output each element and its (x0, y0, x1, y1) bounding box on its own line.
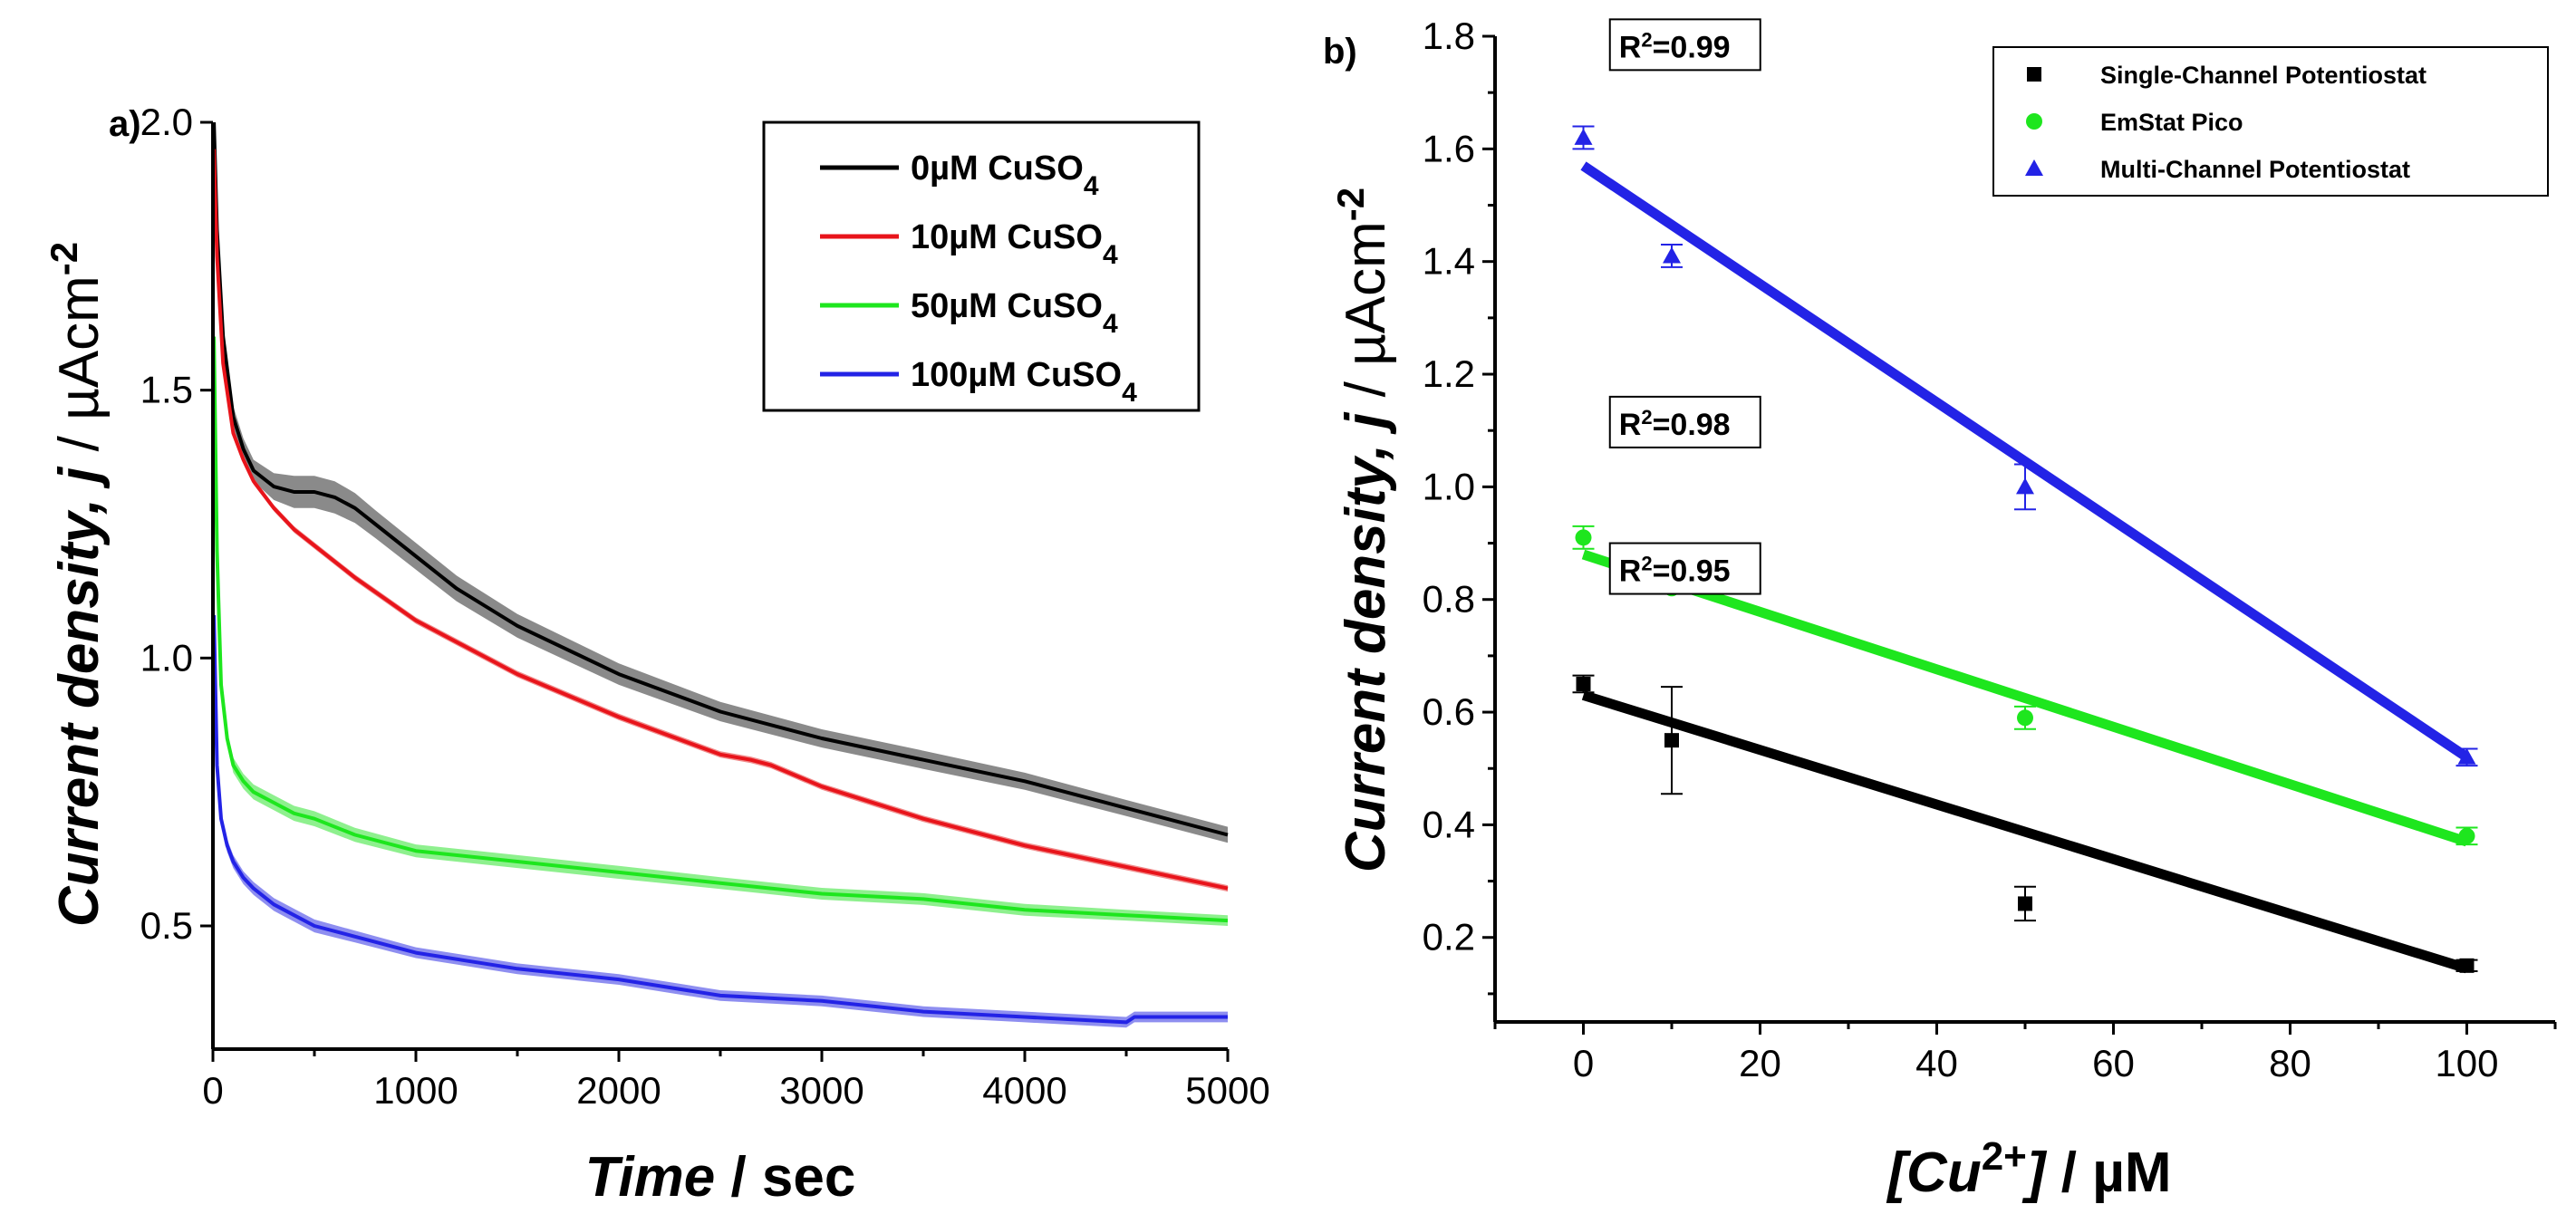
a-xtick-label: 2000 (576, 1069, 661, 1112)
a-xtick-label: 5000 (1185, 1069, 1269, 1112)
a-line-2 (212, 336, 1229, 923)
panel-b-label: b) (1323, 32, 1357, 72)
b-ylabel-exp: -2 (1329, 188, 1372, 221)
a-ylabel-exp: -2 (43, 242, 85, 275)
b-r2-label-1: R2=0.98 (1619, 405, 1731, 442)
a-series-lines (212, 121, 1229, 1025)
b-ylabel-unit: / µAcm (1335, 221, 1397, 412)
b-point-1 (2458, 827, 2475, 844)
a-ytick-label: 1.0 (140, 636, 193, 679)
a-xlabel-main: Time (585, 1146, 716, 1209)
a-xtick-label: 3000 (779, 1069, 863, 1112)
svg-text:Current density, j / µAcm-2: Current density, j / µAcm-2 (43, 242, 111, 927)
b-ytick-label: 1.0 (1423, 465, 1475, 507)
a-line-1 (212, 149, 1229, 891)
b-point-0 (2018, 896, 2032, 911)
b-point-2 (2457, 747, 2476, 765)
b-xtick-label: 60 (2092, 1042, 2135, 1084)
b-point-2 (2016, 477, 2034, 495)
b-fit-1 (1581, 549, 2469, 847)
b-point-0 (1664, 733, 1679, 748)
b-r2-box-1 (1608, 395, 1761, 448)
a-ytick-label: 1.5 (140, 369, 193, 411)
a-y-title: Current density, j / µAcm-2 (43, 242, 111, 927)
b-xtick-label: 100 (2435, 1042, 2498, 1084)
a-legend-box (762, 120, 1201, 412)
a-x-title: Time / sec (585, 1146, 856, 1209)
a-ylabel-unit: / µAcm (48, 275, 111, 467)
b-xtick-label: 80 (2269, 1042, 2311, 1084)
b-ytick-label: 1.8 (1423, 14, 1475, 57)
b-ylabel-main: Current density, (1335, 429, 1397, 872)
svg-text:Time / sec: Time / sec (585, 1146, 856, 1209)
panel-a-time-series: a) 0 1000 2000 3000 4000 5000 0.5 1.0 1.5 2.0 Tim… (43, 101, 1270, 1209)
b-xtick-label: 40 (1915, 1042, 1958, 1084)
b-r2-annotations: R2=0.95 R2=0.98 R2=0.99 (1608, 18, 1761, 595)
b-xtick-label: 20 (1739, 1042, 1781, 1084)
a-ytick-label: 2.0 (140, 101, 193, 143)
b-point-1 (2017, 709, 2033, 727)
a-line-3 (212, 614, 1228, 1025)
b-ytick-label: 0.8 (1423, 578, 1475, 621)
b-legend-label-1: EmStat Pico (2100, 109, 2243, 136)
a-ytick-label: 0.5 (140, 904, 193, 947)
b-legend-label-0: Single-Channel Potentiostat (2100, 62, 2426, 89)
b-legend-box (1992, 46, 2549, 197)
a-xlabel-unit: / sec (715, 1146, 855, 1209)
b-point-0 (2459, 958, 2475, 973)
b-legend-marker-0 (2027, 67, 2041, 82)
b-legend-marker-1 (2026, 113, 2042, 130)
b-xlabel-main: [Cu (1886, 1142, 1981, 1204)
b-point-2 (1574, 128, 1593, 145)
svg-text:[Cu2+] / µM: [Cu2+] / µM (1886, 1134, 2171, 1205)
a-ticks: 0 1000 2000 3000 4000 5000 0.5 1.0 1.5 2.0 (140, 101, 1270, 1112)
b-ticks: 0 20 40 60 80 100 0.2 0.4 0.6 0.8 1.0 1.2 1.4 1.6 1.8 (1423, 14, 2557, 1084)
b-ytick-label: 1.4 (1423, 240, 1475, 283)
b-fit-0 (1581, 690, 2469, 974)
b-point-2 (1663, 246, 1681, 264)
panel-a-label: a) (109, 104, 141, 144)
b-legend: Single-Channel Potentiostat EmStat Pico Mu… (1992, 46, 2549, 197)
b-point-1 (1575, 529, 1592, 546)
b-ytick-label: 0.4 (1423, 803, 1475, 845)
b-ytick-label: 0.2 (1423, 916, 1475, 959)
svg-text:Current density, j / µAcm-2: Current density, j / µAcm-2 (1329, 188, 1398, 872)
a-ylabel-main: Current density, (48, 483, 111, 927)
a-line-0 (212, 121, 1229, 837)
b-fit-lines (1580, 161, 2470, 974)
b-ytick-label: 1.6 (1423, 127, 1475, 169)
b-legend-marker-2 (2025, 159, 2043, 176)
b-xlabel-unit: / µM (2046, 1142, 2172, 1204)
b-y-title: Current density, j / µAcm-2 (1329, 188, 1398, 872)
b-point-0 (1576, 676, 1591, 691)
b-xtick-label: 0 (1573, 1042, 1594, 1084)
a-band-3 (214, 615, 1229, 1028)
b-x-title: [Cu2+] / µM (1886, 1134, 2171, 1205)
panel-b-calibration: b) 0 20 40 60 80 100 0.2 0.4 0.6 0.8 1.0 1.2 1.4 1.6 1… (1323, 14, 2557, 1205)
b-fit-2 (1580, 161, 2470, 762)
b-ytick-label: 1.2 (1423, 352, 1475, 395)
b-legend-label-2: Multi-Channel Potentiostat (2100, 156, 2410, 183)
b-r2-box-0 (1608, 542, 1761, 595)
b-r2-box-2 (1608, 18, 1761, 72)
b-r2-label-0: R2=0.95 (1619, 552, 1731, 589)
a-xtick-label: 0 (202, 1069, 223, 1112)
b-xlabel-sup: 2+ (1982, 1134, 2027, 1179)
a-xtick-label: 1000 (373, 1069, 458, 1112)
b-r2-label-2: R2=0.99 (1619, 28, 1731, 65)
b-ytick-label: 0.6 (1423, 690, 1475, 733)
a-xtick-label: 4000 (982, 1069, 1066, 1112)
